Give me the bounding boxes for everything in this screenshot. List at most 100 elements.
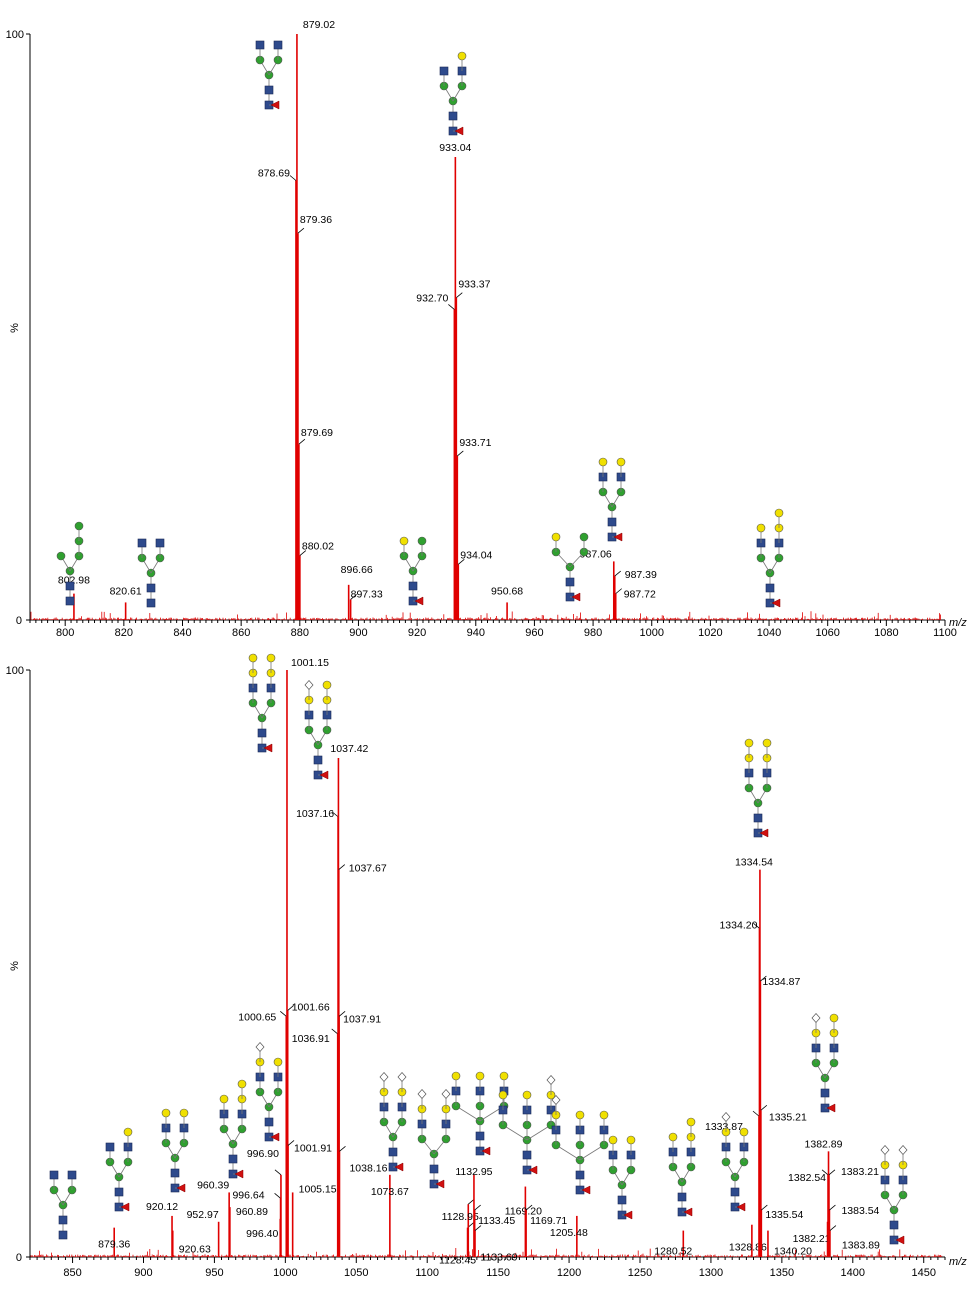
galactose-circle-icon — [457, 51, 467, 61]
peak-label-1036.91: 1036.91 — [292, 1033, 330, 1045]
x-tick-label: 900 — [349, 627, 367, 639]
x-tick-label: 1300 — [699, 1267, 723, 1279]
peak-label-leader — [456, 292, 463, 299]
glcnac-square-icon — [257, 728, 267, 738]
peak-label-leader — [614, 570, 622, 577]
galactose-circle-icon — [451, 1071, 461, 1081]
fucose-triangle-icon — [771, 598, 781, 608]
x-tick-label: 920 — [408, 627, 426, 639]
glcnac-square-icon — [475, 1131, 485, 1141]
peak-label-1001.15: 1001.15 — [291, 657, 329, 669]
y-axis-label: % — [9, 961, 21, 971]
x-tick-label: 1350 — [770, 1267, 794, 1279]
glycan-structure-icon — [668, 1117, 696, 1217]
glycan-structure-icon — [49, 1170, 77, 1240]
fucose-triangle-icon — [683, 1207, 693, 1217]
neuac-diamond-icon — [811, 1012, 821, 1024]
peak-label-1133.45: 1133.45 — [478, 1215, 515, 1227]
peak-label-leader — [615, 588, 622, 594]
x-axis-unit-label: m/z — [949, 1256, 967, 1268]
galactose-circle-icon — [744, 738, 754, 748]
galactose-circle-icon — [756, 523, 766, 533]
peak-label-leader — [287, 1140, 295, 1146]
galactose-circle-icon — [608, 1135, 618, 1145]
mannose-circle-icon — [417, 536, 427, 546]
x-tick-label: 1040 — [757, 627, 781, 639]
peak-label-leader — [274, 1192, 281, 1199]
x-tick-label: 820 — [115, 627, 133, 639]
neuac-diamond-icon — [417, 1088, 427, 1100]
neuac-diamond-icon — [546, 1074, 556, 1086]
peak-label-1382.21: 1382.21 — [793, 1233, 831, 1245]
galactose-circle-icon — [599, 1110, 609, 1120]
galactose-circle-icon — [475, 1071, 485, 1081]
glcnac-square-icon — [753, 813, 763, 823]
x-tick-label: 800 — [56, 627, 74, 639]
neuac-diamond-icon — [379, 1071, 389, 1083]
x-tick-label: 1400 — [841, 1267, 865, 1279]
glcnac-square-icon — [155, 538, 165, 548]
x-tick-label: 1200 — [557, 1267, 581, 1279]
peak-label-leader — [828, 1169, 836, 1176]
peak-label-1334.54: 1334.54 — [735, 857, 773, 869]
peak-label-879.36: 879.36 — [98, 1239, 130, 1251]
peak-label-987.39: 987.39 — [625, 569, 657, 581]
fucose-triangle-icon — [263, 743, 273, 753]
x-tick-label: 880 — [291, 627, 309, 639]
fucose-triangle-icon — [581, 1185, 591, 1195]
galactose-circle-icon — [686, 1117, 696, 1127]
glcnac-square-icon — [730, 1187, 740, 1197]
peak-label-leader — [274, 1169, 282, 1176]
glcnac-square-icon — [575, 1170, 585, 1180]
peak-label-934.04: 934.04 — [460, 549, 492, 561]
galactose-circle-icon — [829, 1013, 839, 1023]
x-tick-label: 1000 — [639, 627, 663, 639]
peak-label-1001.66: 1001.66 — [292, 1001, 330, 1013]
fucose-triangle-icon — [394, 1162, 404, 1172]
peak-label-1037.67: 1037.67 — [349, 863, 387, 875]
glcnac-square-icon — [677, 1192, 687, 1202]
peak-label-996.64: 996.64 — [232, 1189, 264, 1201]
x-tick-label: 1050 — [344, 1267, 368, 1279]
fucose-triangle-icon — [528, 1165, 538, 1175]
glycan-structure-icon — [379, 1071, 407, 1172]
glcnac-square-icon — [565, 577, 575, 587]
peak-label-879.69: 879.69 — [301, 427, 333, 439]
glycan-structure-icon — [105, 1127, 133, 1212]
neuac-diamond-icon — [441, 1088, 451, 1100]
peak-label-leader — [331, 811, 339, 818]
peak-label-952.97: 952.97 — [187, 1209, 219, 1221]
peak-label-leader — [474, 1204, 481, 1211]
glycan-structure-icon — [417, 1088, 451, 1189]
mannose-circle-icon — [74, 521, 84, 531]
mannose-circle-icon — [579, 532, 589, 542]
neuac-diamond-icon — [304, 679, 314, 691]
x-tick-label: 840 — [173, 627, 191, 639]
galactose-circle-icon — [219, 1094, 229, 1104]
fucose-triangle-icon — [454, 126, 464, 136]
glcnac-square-icon — [264, 85, 274, 95]
peak-label-878.69: 878.69 — [258, 168, 290, 180]
glycan-structure-icon — [598, 457, 626, 542]
peak-label-933.04: 933.04 — [439, 142, 471, 154]
glcnac-square-icon — [522, 1150, 532, 1160]
fucose-triangle-icon — [176, 1183, 186, 1193]
peak-label-1335.21: 1335.21 — [769, 1111, 807, 1123]
glcnac-square-icon — [607, 517, 617, 527]
glcnac-square-icon — [273, 40, 283, 50]
fucose-triangle-icon — [270, 1132, 280, 1142]
peak-label-1383.21: 1383.21 — [841, 1166, 879, 1178]
glcnac-square-icon — [114, 1187, 124, 1197]
x-tick-label: 1100 — [933, 627, 957, 639]
glcnac-square-icon — [448, 111, 458, 121]
fucose-triangle-icon — [895, 1235, 905, 1245]
glcnac-square-icon — [820, 1088, 830, 1098]
fucose-triangle-icon — [759, 828, 769, 838]
glcnac-square-icon — [137, 538, 147, 548]
y-tick-label-100: 100 — [6, 29, 24, 41]
peak-label-960.89: 960.89 — [236, 1206, 268, 1218]
peak-label-1334.87: 1334.87 — [762, 976, 800, 988]
peak-label-920.12: 920.12 — [146, 1201, 178, 1213]
